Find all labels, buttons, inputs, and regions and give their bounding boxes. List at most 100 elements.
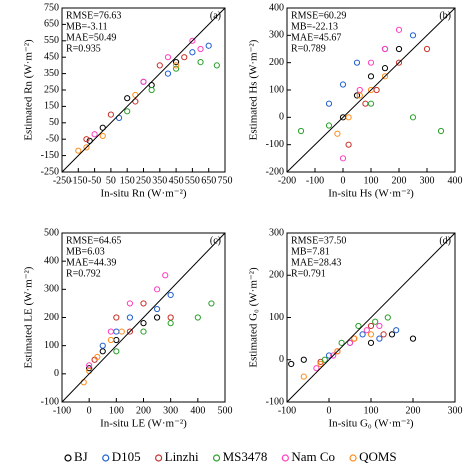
point: [153, 286, 161, 293]
x-axis-label: In-situ Hs (W·m⁻²): [328, 188, 414, 200]
point: [367, 331, 375, 338]
x-tick-label: 500: [218, 405, 233, 416]
x-tick-label: -100: [278, 405, 296, 416]
x-axis-label: In-situ Rn (W·m⁻²): [100, 188, 186, 200]
point: [288, 360, 295, 368]
legend-label: Linzhi: [165, 449, 199, 464]
point: [351, 335, 358, 342]
y-tick-label: -250: [41, 166, 59, 177]
point: [393, 327, 400, 334]
point: [164, 70, 172, 77]
point: [99, 348, 106, 355]
point: [339, 81, 347, 88]
point: [153, 305, 161, 313]
y-tick-label: 200: [269, 270, 284, 281]
point: [189, 37, 196, 44]
point: [205, 42, 212, 49]
point: [384, 314, 391, 321]
point: [325, 352, 333, 359]
x-tick-label: 400: [448, 175, 463, 186]
point: [113, 314, 120, 321]
point: [381, 73, 389, 80]
point: [325, 122, 333, 129]
point: [75, 147, 82, 154]
point: [173, 62, 180, 69]
y-tick-label: 350: [44, 68, 59, 79]
x-tick-label: -100: [306, 175, 324, 186]
y-tick-label: 650: [44, 19, 59, 30]
legend-marker: [155, 454, 163, 462]
point: [353, 59, 361, 66]
point: [107, 336, 115, 344]
legend-label: QOMS: [359, 449, 397, 464]
y-tick-label: 300: [269, 227, 284, 238]
y-axis-label: Estimated LE (W·m⁻²): [23, 266, 35, 368]
one-to-one-line: [286, 232, 456, 403]
point: [140, 320, 147, 327]
stat-text: R=0.792: [66, 268, 101, 279]
point: [325, 100, 333, 107]
x-tick-label: 400: [190, 405, 205, 416]
x-tick-label: 750: [218, 175, 233, 186]
x-tick-label: 200: [136, 405, 151, 416]
point: [388, 331, 396, 338]
stat-text: MAE=44.39: [66, 257, 116, 268]
point: [107, 328, 115, 335]
point: [300, 373, 307, 380]
x-axis-label: In-situ G₀ (W·m⁻²): [328, 418, 413, 430]
stat-text: MB=7.81: [291, 246, 330, 257]
point: [194, 314, 201, 321]
legend-marker: [349, 454, 357, 462]
point: [376, 322, 383, 330]
point: [153, 314, 161, 321]
point: [353, 92, 361, 99]
x-axis-label: In-situ LE (W·m⁻²): [100, 418, 187, 430]
point: [167, 314, 174, 321]
stat-text: MAE=45.67: [291, 32, 341, 43]
point: [338, 339, 345, 346]
point: [423, 45, 431, 53]
stat-text: MAE=28.43: [291, 257, 341, 268]
y-tick-label: 0: [54, 368, 59, 379]
point: [167, 320, 174, 327]
x-tick-label: -250: [53, 175, 71, 186]
x-tick-label: -100: [53, 405, 71, 416]
legend-label: BJ: [74, 449, 88, 464]
x-tick-label: 100: [364, 405, 379, 416]
y-tick-label: 150: [44, 101, 59, 112]
point: [345, 114, 352, 121]
y-tick-label: 250: [44, 84, 59, 95]
point: [362, 100, 369, 107]
point: [359, 331, 366, 338]
point: [345, 141, 352, 148]
point: [124, 108, 131, 115]
point: [173, 65, 180, 72]
point: [395, 45, 403, 53]
stat-text: MB=6.03: [66, 246, 105, 257]
stat-text: RMSE=64.65: [66, 235, 121, 246]
x-tick-label: 450: [169, 175, 184, 186]
y-tick-label: -100: [266, 396, 284, 407]
y-tick-label: 400: [44, 255, 59, 266]
legend-label: Nam Co: [291, 449, 335, 464]
y-tick-label: 100: [269, 312, 284, 323]
point: [140, 300, 147, 307]
point: [367, 322, 375, 330]
point: [86, 365, 93, 372]
y-tick-label: 50: [49, 117, 59, 128]
x-tick-label: 350: [152, 175, 167, 186]
point: [363, 327, 370, 334]
x-tick-label: 200: [392, 175, 407, 186]
x-tick-label: 300: [163, 405, 178, 416]
point: [372, 318, 379, 325]
one-to-one-line: [286, 7, 456, 173]
legend-marker: [212, 454, 221, 462]
stat-text: RMSE=37.50: [291, 235, 346, 246]
legend-label: MS3478: [223, 449, 268, 464]
point: [313, 365, 320, 372]
y-tick-label: -100: [266, 139, 284, 150]
point: [156, 62, 163, 69]
point: [107, 111, 115, 118]
point: [373, 86, 380, 94]
point: [367, 59, 375, 66]
